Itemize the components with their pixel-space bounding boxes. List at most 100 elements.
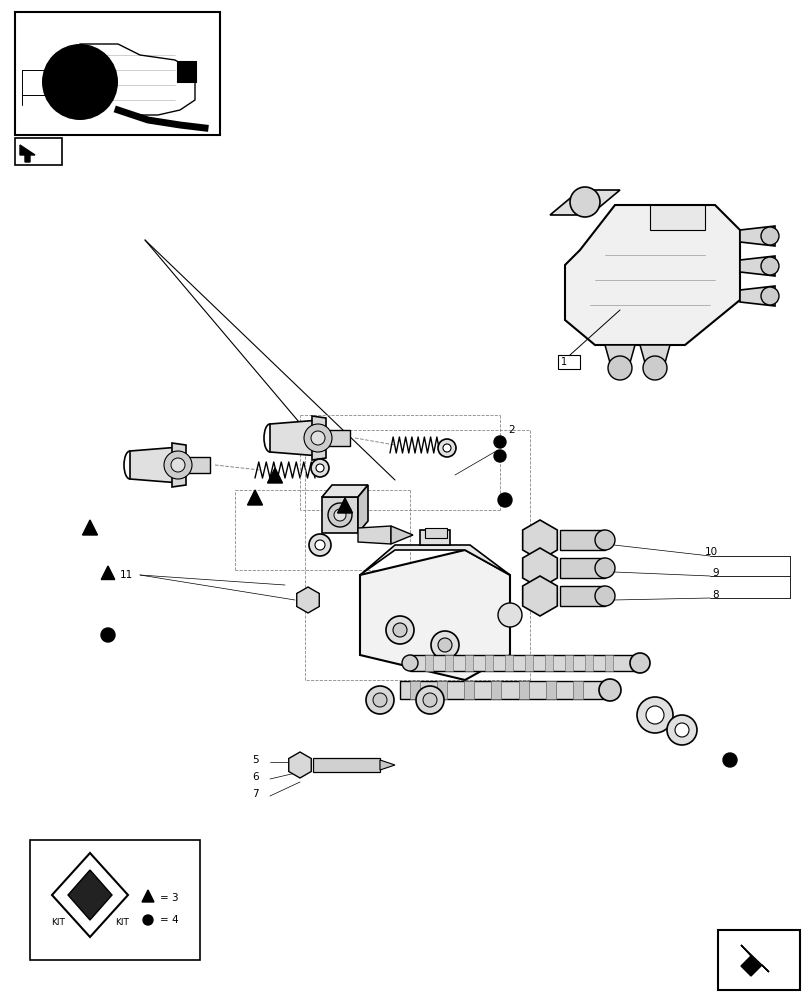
Circle shape [594, 558, 614, 578]
Circle shape [372, 693, 387, 707]
Text: 9: 9 [711, 568, 718, 578]
Polygon shape [560, 558, 604, 578]
Bar [491, 681, 501, 699]
Polygon shape [400, 681, 609, 699]
Bar [444, 655, 453, 671]
Bar [15, 12, 220, 135]
Polygon shape [359, 550, 509, 680]
Circle shape [333, 509, 345, 521]
Polygon shape [247, 490, 262, 505]
Text: 1: 1 [560, 357, 566, 367]
Polygon shape [325, 430, 350, 446]
Polygon shape [560, 586, 604, 606]
Polygon shape [172, 443, 186, 487]
Bar [30, 840, 200, 960]
Polygon shape [739, 286, 774, 306]
Polygon shape [130, 447, 180, 483]
Circle shape [594, 586, 614, 606]
Bar [584, 655, 592, 671]
Polygon shape [311, 416, 325, 460]
Bar [545, 681, 555, 699]
Circle shape [594, 530, 614, 550]
Bar [544, 655, 552, 671]
Circle shape [385, 616, 414, 644]
Circle shape [42, 44, 118, 120]
Bar [572, 681, 582, 699]
Circle shape [722, 753, 736, 767]
Polygon shape [322, 497, 358, 533]
Circle shape [642, 356, 666, 380]
Bar [717, 930, 799, 990]
Polygon shape [296, 587, 319, 613]
Circle shape [437, 439, 456, 457]
Polygon shape [142, 890, 154, 902]
Circle shape [315, 464, 324, 472]
Polygon shape [522, 520, 556, 560]
Polygon shape [359, 545, 509, 575]
Polygon shape [337, 498, 352, 513]
Bar [436, 681, 447, 699]
Text: KIT: KIT [51, 918, 65, 927]
Text: 5: 5 [251, 755, 259, 765]
Polygon shape [322, 485, 367, 497]
Circle shape [303, 424, 332, 452]
Circle shape [760, 227, 778, 245]
Bar [649, 205, 704, 230]
Text: 8: 8 [711, 590, 718, 600]
Text: 10: 10 [704, 547, 717, 557]
Bar [424, 655, 432, 671]
Bar [557, 355, 579, 369]
Polygon shape [186, 457, 210, 473]
Polygon shape [522, 548, 556, 588]
Circle shape [311, 431, 324, 445]
Polygon shape [312, 758, 380, 772]
Polygon shape [270, 420, 320, 456]
Text: KIT: KIT [115, 918, 129, 927]
Circle shape [311, 459, 328, 477]
Bar [518, 681, 528, 699]
Circle shape [401, 655, 418, 671]
Bar [504, 655, 513, 671]
Bar [484, 655, 492, 671]
Bar [424, 528, 446, 538]
Polygon shape [410, 655, 639, 671]
Circle shape [493, 450, 505, 462]
Circle shape [760, 287, 778, 305]
Bar [465, 655, 473, 671]
Circle shape [607, 356, 631, 380]
Circle shape [171, 458, 185, 472]
Circle shape [101, 628, 115, 642]
Circle shape [497, 493, 512, 507]
Polygon shape [604, 345, 634, 370]
Polygon shape [549, 190, 620, 215]
Circle shape [646, 706, 663, 724]
Bar [178, 62, 195, 82]
Text: = 4: = 4 [160, 915, 178, 925]
Bar [604, 655, 612, 671]
Text: 7: 7 [251, 789, 259, 799]
Text: = 3: = 3 [160, 893, 178, 903]
Bar [464, 681, 474, 699]
Polygon shape [289, 752, 311, 778]
Polygon shape [52, 853, 128, 937]
Polygon shape [267, 468, 282, 483]
Polygon shape [740, 945, 768, 976]
Polygon shape [68, 870, 112, 920]
Circle shape [164, 451, 191, 479]
Text: 6: 6 [251, 772, 259, 782]
Circle shape [431, 631, 458, 659]
Polygon shape [20, 145, 35, 162]
Circle shape [415, 686, 444, 714]
Circle shape [629, 653, 649, 673]
Circle shape [366, 686, 393, 714]
Bar [564, 655, 573, 671]
Circle shape [443, 444, 450, 452]
Polygon shape [101, 566, 114, 580]
Polygon shape [739, 256, 774, 276]
Polygon shape [739, 226, 774, 246]
Bar [525, 655, 532, 671]
Polygon shape [560, 530, 604, 550]
Circle shape [497, 603, 521, 627]
Circle shape [309, 534, 331, 556]
Polygon shape [358, 485, 367, 533]
